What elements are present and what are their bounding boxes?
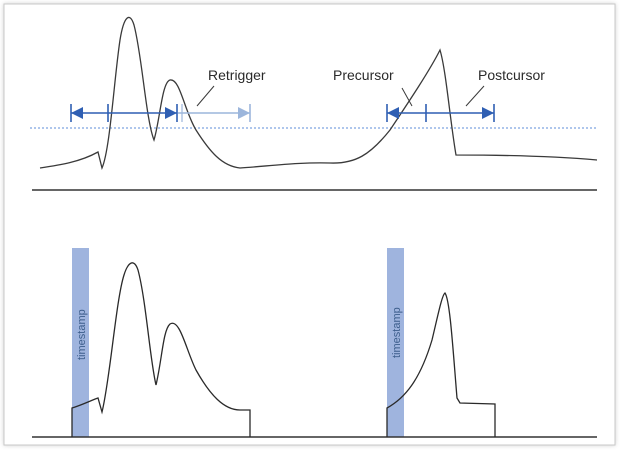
precursor-label: Precursor — [333, 67, 394, 83]
retrigger-leader — [196, 85, 215, 107]
timestamp-bar-left — [72, 248, 89, 437]
retrigger-label: Retrigger — [208, 67, 266, 83]
postcursor-leader — [465, 85, 485, 107]
captured-trace-left — [71, 262, 251, 437]
precursor-leader — [401, 87, 413, 107]
timestamp-label-right: timestamp — [391, 307, 403, 358]
timestamp-bar-right — [387, 248, 404, 437]
timestamp-label-left: timestamp — [76, 309, 88, 360]
top-signal-trace — [39, 16, 598, 170]
retrigger-arrow — [178, 104, 251, 122]
pre-post-cursor-arrow — [386, 104, 495, 122]
trigger-window-arrow — [70, 104, 178, 122]
captured-trace-right — [386, 292, 496, 437]
postcursor-label: Postcursor — [478, 67, 545, 83]
card-border — [3, 3, 616, 446]
